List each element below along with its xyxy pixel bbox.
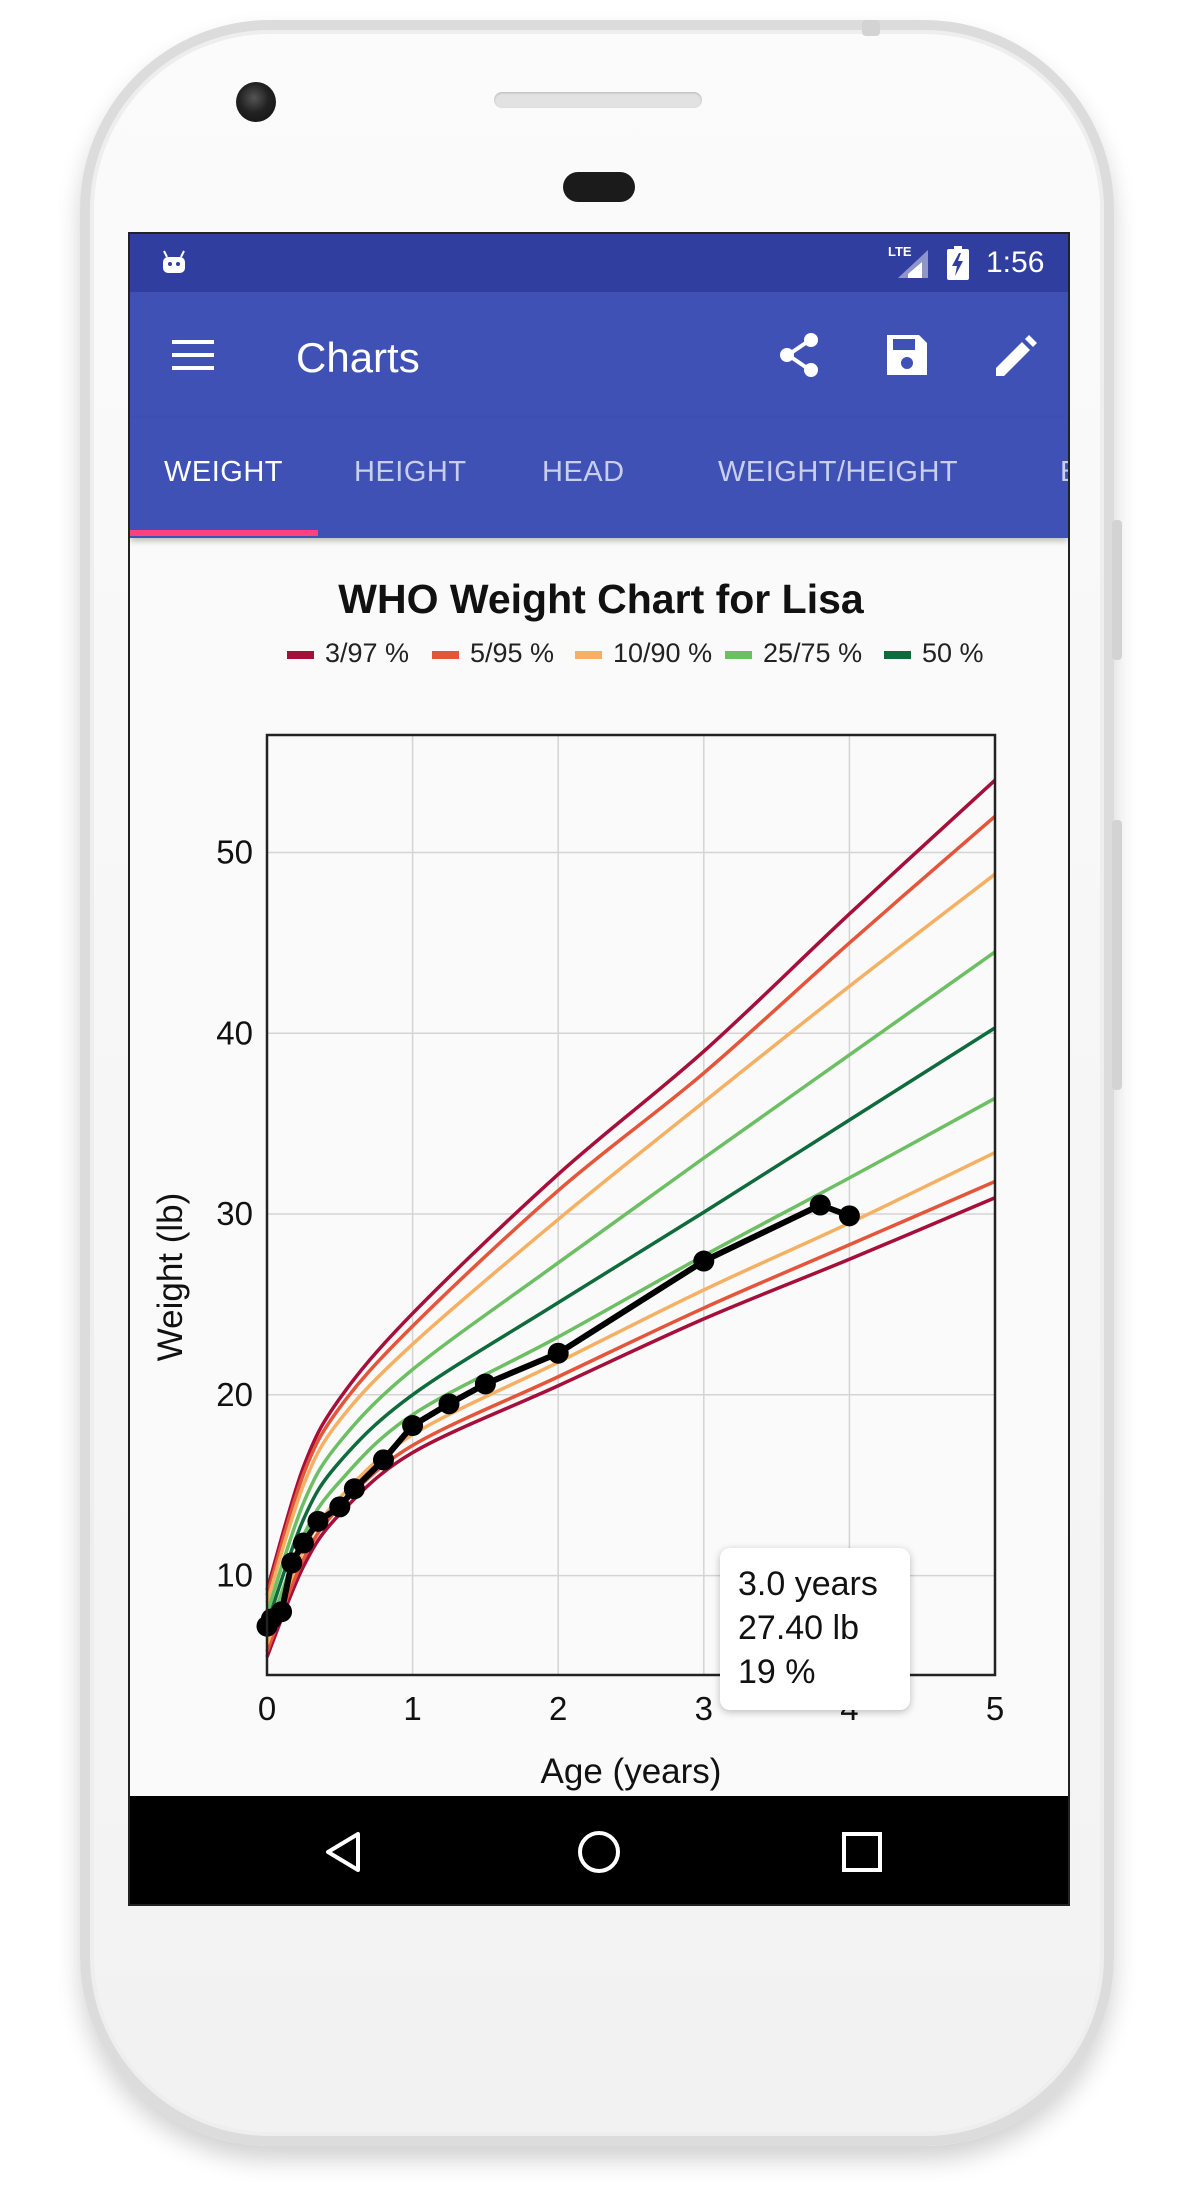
page-title: Charts bbox=[296, 334, 420, 381]
child-weight-point-13 bbox=[693, 1250, 715, 1272]
tooltip-age: 3.0 years bbox=[738, 1565, 878, 1603]
y-axis-label: Weight (lb) bbox=[151, 1193, 190, 1362]
edit-icon[interactable] bbox=[990, 330, 1040, 380]
signal-icon bbox=[898, 250, 928, 278]
battery-charging-icon bbox=[947, 246, 969, 280]
child-weight-point-6 bbox=[329, 1496, 351, 1518]
y-tick-label-2: 30 bbox=[216, 1195, 253, 1232]
child-weight-point-5 bbox=[307, 1510, 329, 1532]
legend-swatch-1 bbox=[432, 651, 459, 659]
percentile-line-0 bbox=[265, 1196, 996, 1658]
legend-label-0: 3/97 % bbox=[325, 638, 409, 668]
x-tick-label-5: 5 bbox=[986, 1690, 1004, 1727]
clock: 1:56 bbox=[986, 246, 1045, 279]
x-axis-label: Age (years) bbox=[541, 1752, 722, 1791]
recents-icon[interactable] bbox=[836, 1826, 888, 1878]
weight-chart[interactable]: WHO Weight Chart for Lisa 3/97 % 5/95 % 10/… bbox=[130, 538, 1070, 1848]
legend-swatch-2 bbox=[575, 651, 602, 659]
child-weight-point-10 bbox=[438, 1393, 460, 1415]
tooltip-weight: 27.40 lb bbox=[738, 1609, 859, 1647]
percentile-line-3 bbox=[265, 815, 997, 1596]
child-weight-point-7 bbox=[343, 1478, 365, 1500]
percentile-line-8 bbox=[265, 1026, 996, 1625]
child-weight-point-14 bbox=[809, 1194, 831, 1216]
legend-label-2: 10/90 % bbox=[613, 638, 712, 668]
back-icon[interactable] bbox=[318, 1826, 370, 1878]
plot-frame bbox=[265, 733, 997, 1677]
percentile-line-5 bbox=[265, 872, 997, 1604]
percentile-line-7 bbox=[265, 950, 997, 1615]
network-type-label: LTE bbox=[888, 244, 912, 259]
tab-bar: WEIGHT HEIGHT HEAD WEIGHT/HEIGHT B bbox=[130, 418, 1068, 538]
chart-title: WHO Weight Chart for Lisa bbox=[338, 576, 865, 622]
top-edge-notch bbox=[862, 20, 880, 36]
navigation-bar bbox=[130, 1796, 1068, 1904]
menu-icon[interactable] bbox=[170, 336, 216, 374]
data-point-tooltip: 3.0 years 27.40 lb 19 % bbox=[720, 1548, 910, 1710]
y-tick-label-4: 50 bbox=[216, 834, 253, 871]
legend-label-3: 25/75 % bbox=[763, 638, 862, 668]
legend-swatch-3 bbox=[725, 651, 752, 659]
front-camera bbox=[236, 82, 276, 122]
x-tick-label-0: 0 bbox=[258, 1690, 276, 1727]
earpiece-speaker bbox=[494, 92, 702, 108]
child-weight-point-2 bbox=[271, 1601, 293, 1623]
x-tick-label-1: 1 bbox=[403, 1690, 421, 1727]
child-weight-line bbox=[264, 1202, 851, 1628]
legend-swatch-4 bbox=[884, 651, 911, 659]
y-tick-label-3: 40 bbox=[216, 1014, 253, 1051]
tab-head[interactable]: HEAD bbox=[542, 456, 625, 488]
y-tick-label-1: 20 bbox=[216, 1376, 253, 1413]
status-bar: LTE 1:56 bbox=[130, 234, 1068, 292]
child-weight-point-12 bbox=[547, 1342, 569, 1364]
x-tick-label-3: 3 bbox=[695, 1690, 713, 1727]
save-icon[interactable] bbox=[882, 330, 932, 380]
tab-indicator bbox=[130, 530, 318, 536]
home-icon[interactable] bbox=[573, 1826, 625, 1878]
child-weight-point-15 bbox=[838, 1205, 860, 1227]
chart-area[interactable]: WHO Weight Chart for Lisa 3/97 % 5/95 % 10/… bbox=[130, 538, 1068, 1848]
percentile-line-1 bbox=[265, 778, 997, 1591]
tab-bmi[interactable]: B bbox=[1060, 456, 1068, 489]
proximity-sensor bbox=[563, 172, 635, 202]
android-notification-icon bbox=[163, 250, 185, 273]
legend-label-4: 50 % bbox=[922, 638, 984, 668]
x-tick-label-2: 2 bbox=[549, 1690, 567, 1727]
child-weight-point-11 bbox=[474, 1373, 496, 1395]
percentile-line-2 bbox=[265, 1179, 996, 1653]
legend-label-1: 5/95 % bbox=[470, 638, 554, 668]
power-button bbox=[1112, 520, 1122, 660]
child-weight-point-4 bbox=[292, 1532, 314, 1554]
legend-swatch-0 bbox=[287, 651, 314, 659]
child-weight-point-8 bbox=[372, 1449, 394, 1471]
app-bar: Charts bbox=[130, 292, 1068, 418]
y-tick-label-0: 10 bbox=[216, 1557, 253, 1594]
volume-button bbox=[1112, 820, 1122, 1090]
phone-screen: LTE 1:56 Charts bbox=[128, 232, 1070, 1906]
tab-weight-height[interactable]: WEIGHT/HEIGHT bbox=[718, 456, 959, 488]
tooltip-percentile: 19 % bbox=[738, 1653, 816, 1691]
share-icon[interactable] bbox=[774, 330, 824, 380]
tab-weight[interactable]: WEIGHT bbox=[164, 456, 283, 488]
tab-height[interactable]: HEIGHT bbox=[354, 456, 467, 488]
child-weight-point-3 bbox=[281, 1552, 303, 1574]
child-weight-point-9 bbox=[402, 1415, 424, 1437]
